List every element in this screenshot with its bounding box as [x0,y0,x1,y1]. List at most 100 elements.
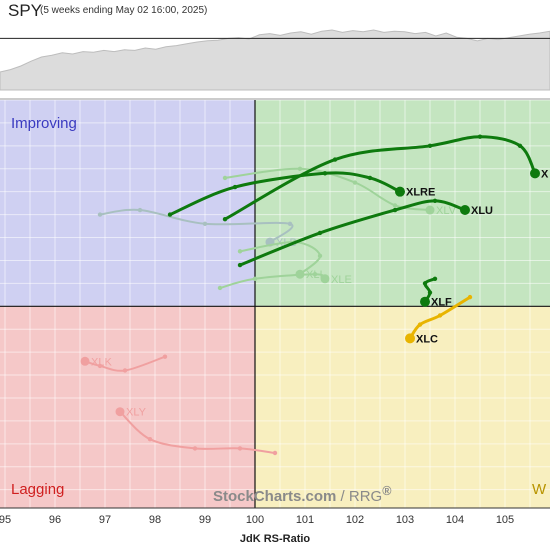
tail-label-xlf: XLF [431,297,452,309]
tail-point [252,276,258,281]
tail-point [437,313,443,318]
tail-point [237,262,243,268]
tail-point [97,363,103,369]
benchmark-area [0,29,550,91]
tail-head-xlc [405,333,415,344]
tail-point [317,253,323,259]
tail-point [427,290,433,295]
watermark-mark: ® [382,484,392,498]
tail-label-xly: XLY [126,407,147,419]
tail-point [237,249,243,254]
tail-point [477,134,483,139]
tail-head-x [530,168,540,179]
tail-point [422,281,428,286]
x-tick-label: 98 [149,514,161,526]
tail-xlre: XLRE [167,171,435,217]
watermark-suffix: / RRG [340,488,383,505]
tail-point [392,203,398,208]
tail-point [237,446,243,451]
tail-head-xlk [80,356,90,366]
tail-xlk: XLK [80,354,168,373]
tail-point [297,166,303,171]
quadrant-backgrounds [0,100,550,508]
tail-point [97,212,103,217]
tail-point [517,143,523,149]
x-tick-label: 100 [246,514,264,526]
tail-xlc: XLC [405,294,473,345]
x-tick-label: 96 [49,514,61,526]
x-tick-label: 105 [496,514,514,526]
tail-line-xlk [84,355,166,372]
quadrant-weakening [255,306,550,508]
tail-point [367,175,373,181]
tail-label-x: X [541,168,549,180]
tail-point [222,216,228,222]
tail-line-xlre [168,171,402,217]
tail-point [432,198,438,204]
tail-label-xlu: XLU [471,205,493,217]
tail-line-xli [239,241,321,276]
chart-title-symbol: SPY [8,1,43,20]
rotation-tails: XLVXLBXLIXLEXLKXLYXXLREXLUXLFXLC [80,134,549,456]
quadrant-label-improving: Improving [11,115,77,132]
quadrant-label-lagging: Lagging [11,481,64,498]
tail-point [427,143,433,149]
tail-point [222,175,228,181]
x-tick-label: 101 [296,514,314,526]
x-axis-label: JdK RS-Ratio [239,533,311,545]
watermark-brand: StockCharts.com [213,488,337,505]
tail-head-xlu [460,205,470,216]
tail-point [322,171,328,176]
center-axes [0,100,550,509]
tail-label-xlre: XLRE [406,187,435,199]
tail-point [417,322,423,327]
tail-line-xlc [408,295,472,340]
tail-point [352,180,358,185]
tail-xle: XLE [217,272,352,291]
tail-point [162,354,168,359]
tail-head-xlre [395,186,405,197]
tail-point [192,446,198,451]
tail-label-xlc: XLC [416,333,438,345]
tail-point [432,276,438,281]
benchmark-panel [0,29,550,100]
tail-point [202,221,208,226]
stockcharts-watermark: StockCharts.com / RRG® [213,484,391,505]
x-tick-label: 104 [446,514,464,526]
quadrant-label-weakening: W [532,481,547,498]
tail-label-xle: XLE [331,274,352,286]
tail-head-xly [115,407,125,417]
x-tick-label: 99 [199,514,211,526]
tail-point [312,272,318,277]
tail-point [217,285,223,291]
chart-subtitle: (5 weeks ending May 02 16:00, 2025) [40,5,208,16]
tail-label-xlk: XLK [91,356,112,368]
tail-point [467,294,473,300]
tail-xlf: XLF [420,276,452,309]
tail-point [137,207,143,213]
tail-point [122,368,128,373]
tail-point [147,437,153,442]
tail-head-xlf [420,296,430,307]
x-tick-label: 97 [99,514,111,526]
x-tick-label: 102 [346,514,364,526]
x-axis-ticks: 95 96 97 98 99 100 101 102 103 104 105 [0,514,514,526]
chart-header: SPY (5 weeks ending May 02 16:00, 2025) [0,0,550,22]
x-tick-label: 95 [0,514,11,526]
tail-point [332,157,338,162]
tail-head-xlv [425,205,435,215]
tail-point [287,221,293,226]
quadrant-lagging [0,306,255,508]
tail-xlu: XLU [237,198,493,268]
tail-label-xlv: XLV [436,205,457,217]
tail-point [272,450,278,456]
tail-head-xle [320,274,330,284]
tail-point [232,184,238,190]
x-tick-label: 103 [396,514,414,526]
tail-point [167,212,173,217]
tail-line-xlu [238,199,467,267]
quadrant-improving [0,100,255,307]
tail-xly: XLY [115,407,278,456]
tail-point [317,230,323,236]
